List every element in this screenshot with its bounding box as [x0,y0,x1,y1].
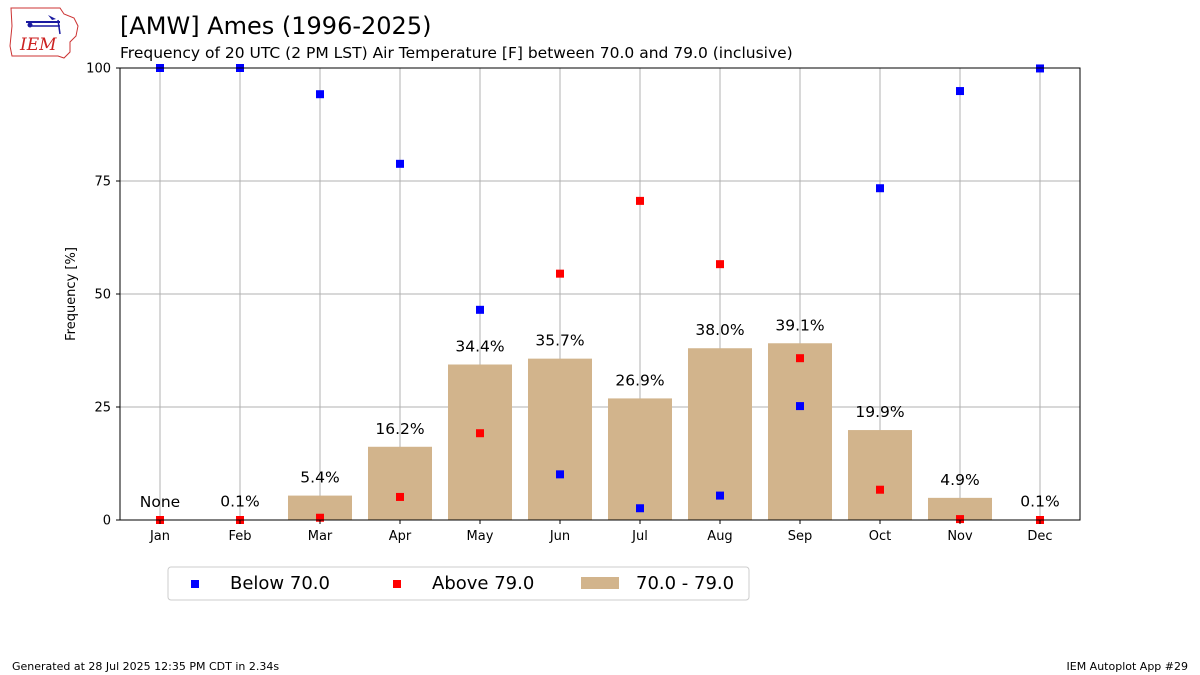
bar-value-label: 38.0% [695,321,744,339]
bar-value-label: None [140,493,180,511]
bar-value-label: 16.2% [375,420,424,438]
below-point [396,159,404,168]
above-point [556,269,564,278]
x-tick-label: Aug [707,529,732,544]
below-point [636,504,644,513]
below-point [956,87,964,96]
y-tick-label: 0 [103,514,111,529]
x-tick-label: Jun [549,529,570,544]
bar-value-label: 19.9% [855,403,904,421]
bars: None 0.1% 5.4% 16.2% 34.4% 35.7% 26.9% 38.0% 39.… [140,316,1072,520]
bar-value-label: 5.4% [300,469,339,487]
x-tick-label: Mar [308,529,333,544]
legend-below-marker [191,580,199,588]
logo-text: IEM [19,35,57,55]
below-point [476,305,484,314]
above-point [876,485,884,494]
below-point [556,470,564,479]
legend-above-label: Above 79.0 [432,573,534,594]
y-tick-label: 75 [94,175,111,190]
bar-value-label: 0.1% [1020,493,1059,511]
above-point [476,429,484,438]
x-tick-label: May [467,529,494,544]
bar-value-label: 35.7% [535,332,584,350]
above-point [316,513,324,522]
above-point [716,260,724,269]
bar [608,398,672,520]
bar [688,348,752,520]
above-point [796,354,804,363]
autoplot-credit: IEM Autoplot App #29 [1066,660,1189,673]
chart-title: [AMW] Ames (1996-2025) [120,12,432,40]
bar-value-label: 0.1% [220,493,259,511]
legend-bar-label: 70.0 - 79.0 [636,573,734,594]
x-tick-label: Jul [631,529,648,544]
bar [928,497,992,520]
bar-value-label: 26.9% [615,371,664,389]
y-tick-label: 25 [94,401,111,416]
bar [528,358,592,520]
bar [368,446,432,520]
above-point [956,515,964,524]
x-tick-label: Sep [788,529,813,544]
x-tick-label: Jan [149,529,170,544]
iem-logo-icon: IEM [9,7,79,59]
below-point [316,90,324,99]
bar-value-label: 4.9% [940,471,979,489]
chart-subtitle: Frequency of 20 UTC (2 PM LST) Air Tempe… [120,44,793,62]
legend-bar-marker [581,577,619,589]
legend-frame [167,566,750,601]
bar [448,364,512,520]
axes: Jan Feb Mar Apr May Jun Jul Aug Sep Oct Nov Dec 0 25 5… [86,62,1052,545]
bar [848,430,912,520]
generated-timestamp: Generated at 28 Jul 2025 12:35 PM CDT in… [12,660,280,673]
x-tick-label: Oct [869,529,891,544]
above-point [396,492,404,501]
x-tick-label: Apr [389,529,412,544]
frequency-chart: None 0.1% 5.4% 16.2% 34.4% 35.7% 26.9% 38.0% 39.… [64,62,1081,601]
above-point [636,196,644,205]
below-point [796,402,804,411]
y-axis-label: Frequency [%] [64,247,79,341]
x-tick-label: Nov [947,529,973,544]
x-tick-label: Feb [228,529,251,544]
legend-above-marker [393,580,401,588]
x-tick-label: Dec [1027,529,1052,544]
bar-value-label: 39.1% [775,316,824,334]
grid [120,67,1080,521]
below-point [716,491,724,500]
bar [768,343,832,520]
legend: Below 70.0 Above 79.0 70.0 - 79.0 [167,566,750,601]
legend-below-label: Below 70.0 [230,573,330,594]
y-tick-label: 100 [86,62,111,77]
bar-value-label: 34.4% [455,338,504,356]
below-point [876,184,884,193]
y-tick-label: 50 [94,288,111,303]
